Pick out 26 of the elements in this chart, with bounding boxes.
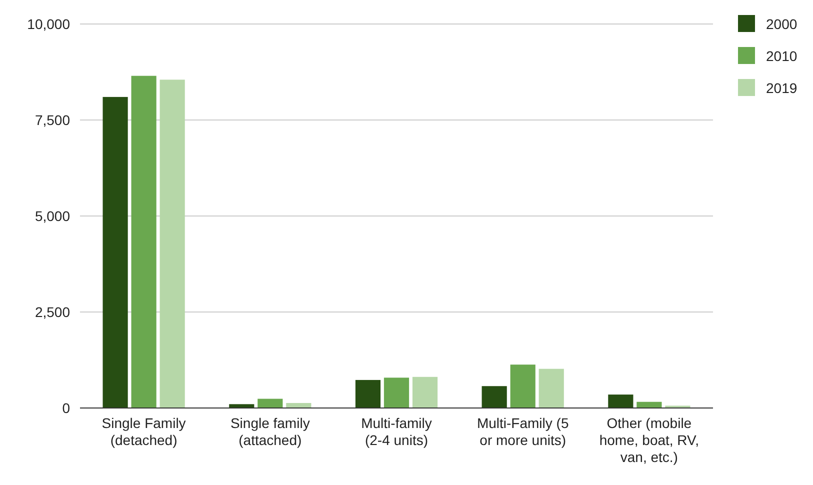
- bar: [510, 364, 536, 408]
- bar: [608, 394, 634, 408]
- y-tick-label: 5,000: [34, 208, 70, 224]
- bar: [229, 404, 254, 408]
- bar: [538, 368, 564, 408]
- y-tick-label: 0: [62, 400, 70, 416]
- bar: [355, 380, 381, 408]
- x-tick-label: Multi-Family (5 or more units): [476, 415, 569, 448]
- bar: [160, 80, 185, 408]
- bar: [258, 398, 283, 408]
- legend-label: 2019: [766, 80, 798, 96]
- bar: [131, 76, 156, 408]
- bar: [102, 96, 128, 408]
- x-tick-label: Multi-family (2-4 units): [361, 415, 432, 448]
- bar: [482, 386, 507, 408]
- legend-label: 2000: [766, 16, 798, 32]
- bar: [286, 403, 312, 408]
- bar: [384, 378, 410, 408]
- x-tick-label: Single family (attached): [230, 415, 310, 448]
- x-tick-label: Other (mobile home, boat, RV, van, etc.): [599, 415, 700, 465]
- legend-label: 2010: [766, 48, 798, 64]
- x-tick-label: Single Family (detached): [102, 415, 186, 448]
- y-tick-label: 7,500: [34, 112, 70, 128]
- y-tick-label: 2,500: [34, 304, 70, 320]
- y-tick-label: 10,000: [27, 16, 70, 32]
- bar: [412, 376, 438, 408]
